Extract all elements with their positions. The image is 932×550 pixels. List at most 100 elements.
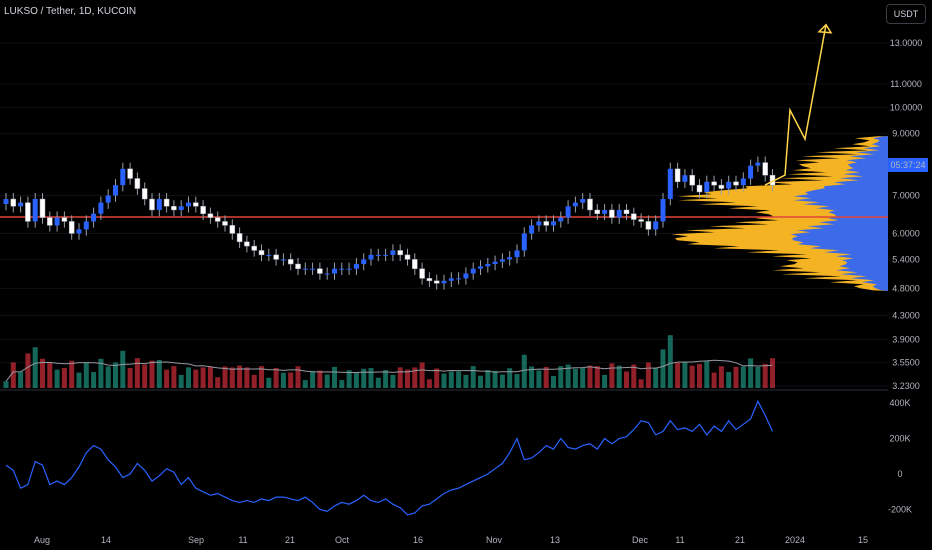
candle-body bbox=[383, 254, 389, 256]
volume-bar bbox=[302, 380, 308, 388]
oscillator-tick-label: 400K bbox=[889, 398, 910, 408]
volume-bar bbox=[689, 365, 695, 388]
volume-bar bbox=[478, 375, 483, 388]
volume-bar bbox=[602, 374, 608, 388]
candle-body bbox=[492, 261, 498, 265]
candle-body bbox=[718, 184, 725, 189]
price-axis[interactable]: 13.0000 11.0000 10.0000 9.0000 7.0000 6.0000 5… bbox=[890, 38, 923, 391]
oscillator-tick-label: -200K bbox=[888, 505, 912, 515]
candle-body bbox=[667, 168, 673, 200]
price-tick-label: 3.5500 bbox=[892, 358, 920, 368]
volume-bar bbox=[697, 363, 702, 388]
candle-body bbox=[113, 185, 118, 196]
time-tick-label: Nov bbox=[486, 535, 503, 545]
volume-bar bbox=[660, 349, 666, 388]
time-tick-label: 21 bbox=[735, 535, 745, 545]
volume-bar bbox=[645, 362, 651, 388]
candle-body bbox=[375, 254, 381, 256]
candle-body bbox=[171, 206, 177, 211]
candle-body bbox=[244, 241, 250, 247]
candle-body bbox=[478, 266, 483, 269]
candle-body bbox=[295, 263, 301, 269]
volume-bar bbox=[565, 364, 571, 388]
volume-bar bbox=[244, 367, 250, 388]
volume-bar bbox=[332, 366, 337, 388]
volume-bar bbox=[521, 354, 527, 388]
volume-bar bbox=[134, 358, 140, 388]
candle-body bbox=[521, 233, 527, 251]
time-tick-label: Oct bbox=[335, 535, 350, 545]
volume-bar bbox=[580, 368, 586, 388]
volume-bar bbox=[485, 370, 491, 388]
volume-bar bbox=[171, 366, 177, 388]
candle-body bbox=[368, 254, 374, 260]
candle-body bbox=[470, 268, 476, 274]
volume-bar bbox=[755, 366, 761, 388]
candle-body bbox=[83, 221, 89, 230]
candle-body bbox=[565, 206, 571, 218]
candle-body bbox=[200, 206, 206, 214]
candle-body bbox=[762, 162, 768, 176]
time-tick-label: 21 bbox=[285, 535, 295, 545]
candle-body bbox=[463, 273, 469, 279]
time-axis[interactable]: Aug 14 Sep 11 21 Oct 16 Nov 13 Dec 11 21 2024 15 bbox=[34, 535, 868, 545]
candle-body bbox=[536, 221, 542, 226]
volume-bar bbox=[704, 360, 710, 388]
candle-body bbox=[616, 209, 622, 218]
candle-body bbox=[412, 259, 418, 269]
volume-bar bbox=[32, 347, 38, 388]
candle-body bbox=[178, 206, 184, 210]
time-tick-label: 15 bbox=[858, 535, 868, 545]
volume-bar bbox=[390, 374, 396, 388]
candle-body bbox=[507, 257, 513, 260]
candle-body bbox=[682, 175, 688, 182]
volume-bar bbox=[40, 358, 45, 388]
volume-bar bbox=[762, 363, 768, 388]
grid bbox=[0, 42, 888, 387]
candle-body bbox=[61, 217, 68, 222]
candle-body bbox=[426, 278, 433, 282]
candle-body bbox=[186, 202, 191, 207]
candle-body bbox=[207, 213, 214, 218]
volume-bar bbox=[718, 366, 724, 388]
candle-body bbox=[740, 178, 746, 186]
volume-bar bbox=[76, 372, 82, 388]
volume-bar bbox=[682, 362, 688, 388]
volume-bar bbox=[54, 369, 60, 388]
volume-bar bbox=[748, 358, 754, 388]
volume-bar bbox=[558, 366, 564, 388]
candle-body bbox=[726, 181, 732, 189]
candle-body bbox=[280, 259, 286, 261]
volume-ma-line bbox=[5, 359, 773, 382]
candle-body bbox=[68, 221, 75, 234]
countdown-text: 05:37:24 bbox=[890, 160, 925, 170]
volume-bar bbox=[653, 367, 659, 388]
candle-body bbox=[317, 268, 323, 274]
currency-button[interactable]: USDT bbox=[886, 4, 926, 24]
volume-bars bbox=[3, 335, 775, 388]
candle-body bbox=[54, 217, 60, 226]
volume-bar bbox=[353, 372, 359, 388]
time-tick-label: Dec bbox=[632, 535, 649, 545]
volume-bar bbox=[178, 374, 184, 388]
candle-body bbox=[638, 219, 644, 222]
time-tick-label: 16 bbox=[413, 535, 423, 545]
oscillator-axis[interactable]: 400K 200K 0 -200K bbox=[888, 398, 912, 515]
candle-body bbox=[25, 202, 31, 222]
candle-body bbox=[156, 199, 162, 210]
volume-bar bbox=[3, 381, 9, 388]
volume-bar bbox=[412, 367, 418, 388]
candle-body bbox=[3, 199, 9, 205]
price-tick-label: 3.2300 bbox=[892, 381, 920, 391]
volume-bar bbox=[251, 374, 257, 388]
volume-bar bbox=[587, 365, 593, 388]
volume-bar bbox=[105, 366, 111, 388]
volume-bar bbox=[529, 366, 535, 388]
price-tick-label: 6.0000 bbox=[892, 228, 920, 238]
volume-bar bbox=[499, 374, 505, 388]
volume-bar bbox=[120, 350, 126, 388]
volume-bar bbox=[339, 380, 345, 388]
candle-body bbox=[76, 229, 82, 234]
candle-body bbox=[631, 213, 637, 220]
